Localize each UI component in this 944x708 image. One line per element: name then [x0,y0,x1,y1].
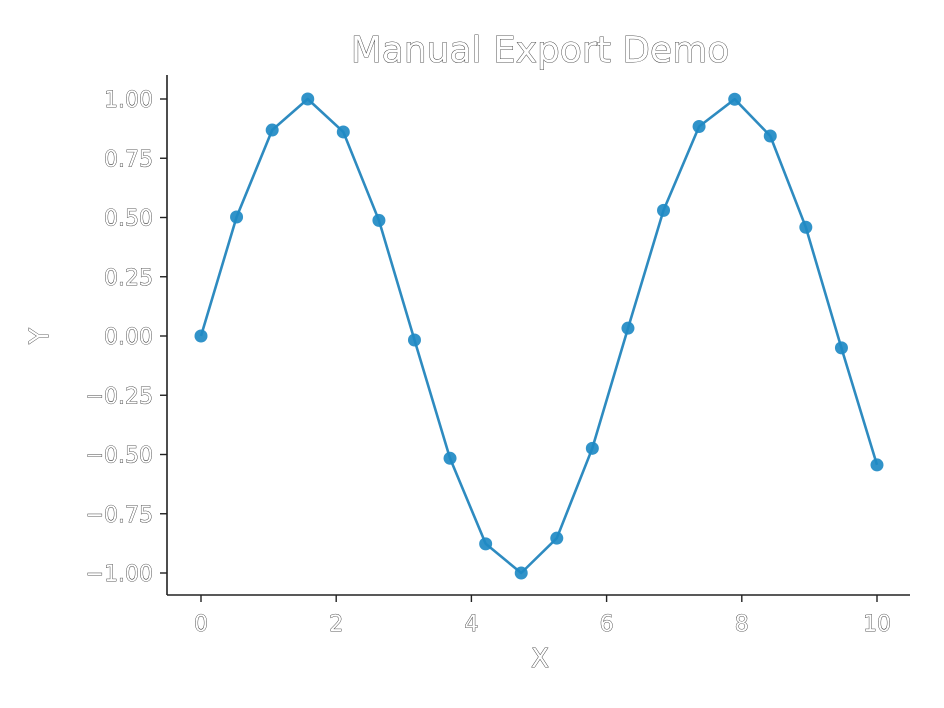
x-tick-label: 6 [600,612,614,637]
data-point [194,329,208,343]
x-tick-label: 10 [863,612,891,637]
data-point [443,451,457,465]
y-tick-label: 0.50 [104,207,153,232]
data-point [301,92,315,106]
y-tick-label: −0.50 [86,444,153,469]
y-tick-label: −0.75 [86,503,153,528]
y-axis-title: Y [25,328,55,345]
y-tick-label: 0.25 [104,266,153,291]
x-axis-title: X [531,644,549,674]
data-point [265,123,279,137]
y-tick-label: 0.00 [104,325,153,350]
data-point [799,220,813,234]
plot-area [194,92,884,580]
y-tick-label: −1.00 [86,562,153,587]
data-point [657,203,671,217]
data-point [230,210,244,224]
series-line [199,97,879,575]
data-point [479,537,493,551]
y-tick-label: 0.75 [104,147,153,172]
data-point [336,125,350,139]
data-point [621,321,635,335]
data-point [550,531,564,545]
x-axis-ticks: 0 2 4 6 8 10 [194,595,891,637]
x-tick-label: 4 [464,612,478,637]
data-point [407,333,421,347]
chart-title: Manual Export Demo [351,30,730,71]
x-tick-label: 2 [329,612,343,637]
data-point [834,341,848,355]
data-point [728,92,742,106]
y-axis-ticks: 1.00 0.75 0.50 0.25 0.00 −0.25 −0.50 −0.75 −1.00 [85,88,167,587]
axes [166,75,910,596]
x-tick-label: 0 [194,612,208,637]
x-tick-label: 8 [735,612,749,637]
data-point [692,119,706,133]
y-tick-label: −0.25 [86,384,153,409]
data-point [372,213,386,227]
data-point [585,441,599,455]
data-point [870,458,884,472]
data-point [763,129,777,143]
data-point [514,566,528,580]
y-tick-label: 1.00 [104,88,153,113]
